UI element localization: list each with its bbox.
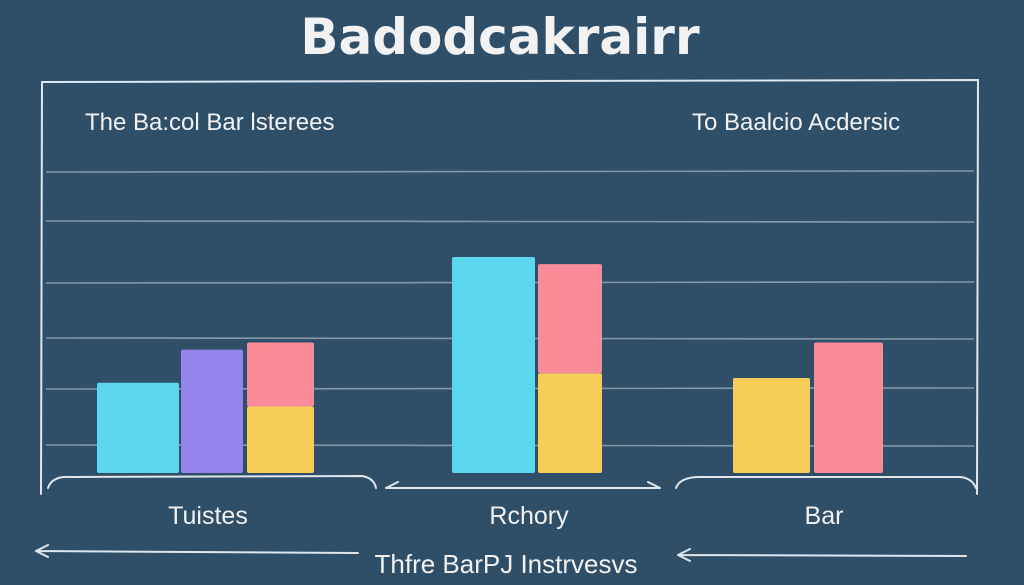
bar — [181, 349, 243, 473]
bar — [452, 257, 535, 473]
gridline — [45, 220, 975, 223]
x-axis-label: Thfre BarPJ Instrvesvs — [375, 549, 638, 579]
bar — [733, 378, 810, 473]
frame-left — [40, 81, 43, 495]
bar-segment-top — [247, 342, 314, 407]
bar-segment-bottom — [247, 406, 314, 473]
x-axis-arrows — [35, 544, 967, 562]
bar-group — [733, 342, 883, 473]
subtitle-right: To Baalcio Acdersic — [692, 109, 900, 136]
bracket-group-3 — [675, 476, 977, 489]
baseline-brackets — [47, 474, 977, 489]
arrow-left — [35, 544, 359, 558]
group-label: Tuistes — [168, 502, 248, 530]
bars — [97, 257, 883, 473]
bar-segment-top — [538, 264, 602, 374]
bar-group — [97, 342, 314, 473]
arrow-right — [677, 548, 967, 562]
group-labels: Tuistes Rchory Bar — [168, 502, 843, 530]
bar-segment-bottom — [538, 373, 602, 473]
group-label: Rchory — [489, 502, 569, 530]
chart-title: Badodcakrairr — [300, 8, 700, 66]
bar-group — [452, 257, 602, 473]
frame-top-right — [41, 78, 980, 495]
gridline — [45, 170, 975, 173]
plot-frame — [40, 78, 980, 495]
bar — [814, 342, 883, 473]
group-label: Bar — [805, 502, 844, 530]
bar — [97, 382, 179, 473]
bracket-group-2 — [385, 481, 661, 489]
subtitle-left: The Ba:col Bar lsterees — [85, 109, 334, 136]
bracket-group-1 — [47, 474, 377, 489]
